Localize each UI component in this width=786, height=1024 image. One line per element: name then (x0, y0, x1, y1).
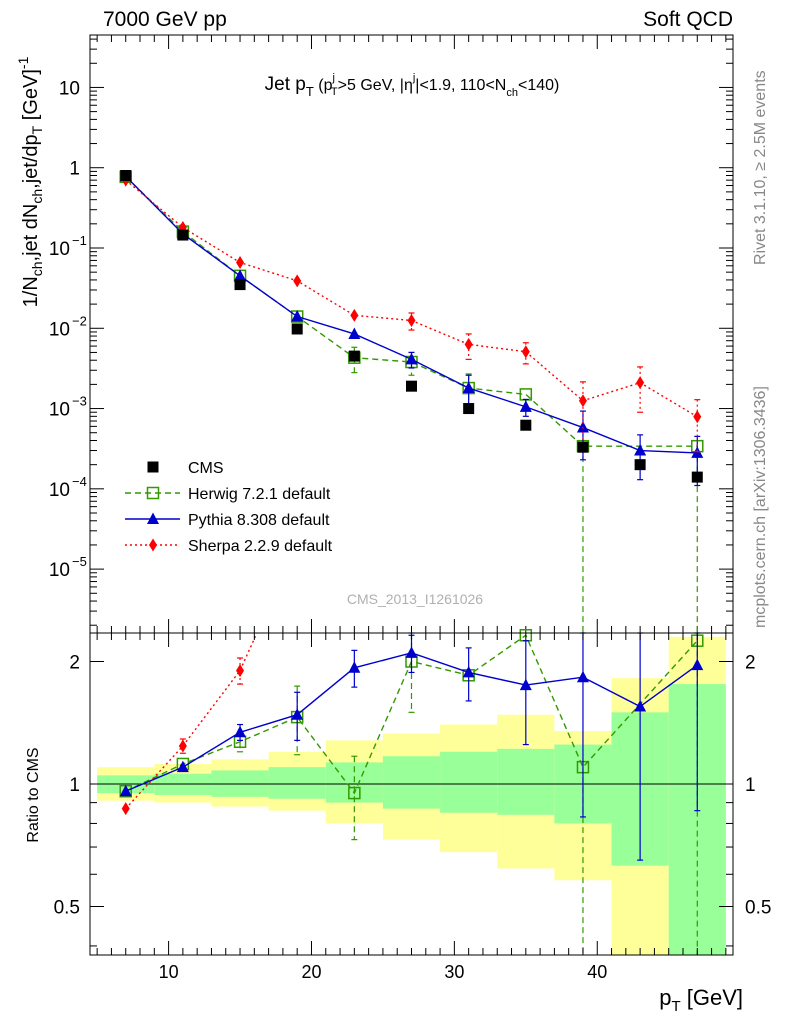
pythia-ratio-point (519, 678, 532, 691)
pythia-ratio-point (462, 665, 475, 678)
cms-band-inner (268, 767, 326, 799)
legend: CMS Herwig 7.2.1 default Pythia 8.308 defa… (125, 460, 333, 555)
legend-herwig-label: Herwig 7.2.1 default (188, 486, 331, 503)
cms-point (291, 323, 303, 335)
header-collision-label: 7000 GeV pp (103, 8, 227, 31)
x-tick-label: 30 (444, 962, 464, 982)
sherpa-point (350, 308, 359, 322)
ratio-y-tick-label-right: 0.5 (745, 897, 771, 918)
rivet-version-label: Rivet 3.1.10, ≥ 2.5M events (752, 70, 769, 265)
sherpa-point (293, 274, 302, 288)
pythia-ratio-point (405, 646, 418, 658)
legend-cms-label: CMS (188, 460, 224, 477)
y-tick-exponent: −3 (72, 394, 87, 409)
herwig-ratio-point (348, 786, 361, 800)
cms-point (406, 380, 417, 392)
sherpa-point (464, 337, 473, 351)
herwig-line (125, 176, 698, 447)
header-category-label: Soft QCD (643, 8, 733, 31)
herwig-ratio-line (125, 634, 698, 795)
cms-point (520, 419, 532, 431)
pythia-ratio-point (634, 700, 647, 712)
cms-band-inner (382, 756, 441, 809)
main-y-axis-label: 1/Nch,jet dNch,jet/dpT [GeV]-1 (15, 56, 45, 307)
cms-point (577, 441, 589, 453)
y-tick-label: 10 (49, 480, 70, 501)
y-tick-exponent: −4 (72, 474, 87, 489)
ratio-y-axis-label: Ratio to CMS (25, 747, 42, 842)
pythia-point (634, 444, 647, 456)
y-tick-exponent: −1 (72, 233, 87, 248)
cms-point (463, 403, 475, 415)
cms-point (634, 459, 646, 471)
y-tick-label: 10 (49, 239, 70, 260)
ratio-y-tick-label-right: 1 (745, 775, 756, 796)
cms-point (691, 471, 703, 483)
legend-cms-marker (147, 461, 159, 473)
sherpa-point (578, 394, 587, 408)
sherpa-ratio-point (236, 664, 245, 678)
ratio-y-tick-label: 1 (69, 775, 80, 796)
pythia-point (348, 327, 361, 339)
mcplots-reference-label: mcplots.cern.ch [arXiv:1306.3436] (752, 386, 769, 628)
herwig-point (519, 388, 533, 401)
y-tick-exponent: −5 (72, 554, 87, 569)
sherpa-point (407, 313, 416, 327)
cms-point (177, 229, 189, 241)
sherpa-ratio-point (178, 739, 187, 753)
sherpa-point (693, 410, 702, 424)
pythia-ratio-point (576, 670, 589, 683)
y-tick-label: 1 (69, 159, 80, 180)
legend-sherpa-label: Sherpa 2.2.9 default (188, 538, 333, 555)
ratio-y-tick-label-right: 2 (745, 653, 756, 674)
pythia-ratio-point (234, 725, 247, 738)
cms-point (234, 279, 246, 291)
x-axis-label: pT [GeV] (659, 985, 743, 1015)
analysis-watermark: CMS_2013_I1261026 (347, 591, 483, 607)
ratio-series-layer (119, 629, 704, 955)
sherpa-point (236, 255, 245, 269)
legend-pythia-marker (147, 512, 159, 524)
pythia-point (519, 400, 532, 412)
main-panel-frame (89, 34, 734, 634)
pythia-ratio-point (176, 760, 189, 773)
pythia-ratio-point (119, 784, 132, 797)
ratio-y-tick-label: 2 (69, 653, 80, 674)
main-series-layer (119, 169, 704, 633)
legend-pythia-label: Pythia 8.308 default (188, 512, 330, 529)
x-tick-label: 20 (301, 962, 321, 982)
cms-point (348, 350, 360, 362)
ratio-y-tick-label: 0.5 (54, 897, 80, 918)
pythia-point (576, 421, 589, 433)
legend-herwig-marker (146, 486, 160, 500)
pythia-ratio-point (348, 661, 361, 673)
pythia-point (291, 310, 304, 322)
pythia-point (234, 269, 247, 281)
x-tick-label: 10 (159, 962, 179, 982)
pythia-ratio-point (291, 708, 304, 720)
cms-band-inner (440, 751, 498, 813)
x-tick-label: 40 (587, 962, 607, 982)
ratio-panel: 10 20 30 40 0.5 0.5 1 1 2 2 (54, 629, 771, 982)
y-tick-exponent: −2 (72, 313, 87, 328)
y-tick-label: 10 (49, 400, 70, 421)
sherpa-point (521, 345, 530, 359)
y-tick-label: 10 (49, 319, 70, 340)
sherpa-point (636, 376, 645, 390)
pythia-ratio-point (691, 658, 704, 671)
pythia-point (405, 352, 418, 365)
y-tick-label: 10 (49, 560, 70, 581)
y-tick-label: 10 (59, 78, 80, 99)
cms-band-inner (497, 748, 555, 815)
cms-point (120, 169, 132, 181)
chart-title: Jet pT (pj T>5 GeV, |ηj|<1.9, 110<Nch<140… (265, 72, 560, 99)
ratio-axis-ticks: 10 20 30 40 0.5 0.5 1 1 2 2 (54, 633, 771, 982)
sherpa-ratio-point (121, 802, 130, 816)
pythia-point (462, 381, 475, 394)
legend-sherpa-marker (149, 538, 157, 552)
